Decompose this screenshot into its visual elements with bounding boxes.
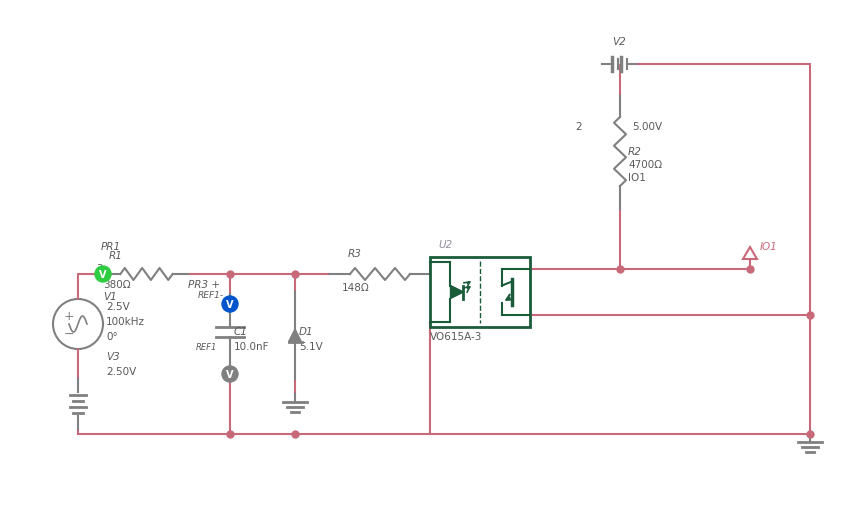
- Text: 5.1V: 5.1V: [299, 342, 323, 351]
- Text: IO1: IO1: [628, 173, 646, 183]
- Circle shape: [222, 296, 238, 313]
- Text: REF1: REF1: [196, 343, 218, 351]
- Text: R1: R1: [109, 250, 123, 261]
- Text: V: V: [226, 299, 234, 309]
- Text: R2: R2: [628, 147, 642, 157]
- Text: V1: V1: [103, 292, 117, 301]
- Text: V: V: [226, 369, 234, 379]
- Text: VO615A-3: VO615A-3: [430, 331, 482, 342]
- Text: 2: 2: [575, 122, 582, 132]
- Text: R3: R3: [348, 248, 362, 259]
- Text: 148Ω: 148Ω: [342, 282, 369, 293]
- Text: 100kHz: 100kHz: [106, 317, 145, 326]
- Text: D1: D1: [299, 326, 314, 336]
- Text: 2.5V: 2.5V: [106, 301, 129, 312]
- Text: 4700Ω: 4700Ω: [628, 160, 662, 169]
- Text: V: V: [99, 269, 107, 279]
- Text: REF1-: REF1-: [198, 291, 225, 299]
- Text: 380Ω: 380Ω: [103, 279, 130, 290]
- Text: V3: V3: [106, 351, 120, 361]
- Polygon shape: [451, 286, 464, 299]
- FancyBboxPatch shape: [430, 258, 530, 327]
- Text: V2: V2: [612, 37, 626, 47]
- Text: −: −: [63, 327, 75, 340]
- Text: U2: U2: [438, 240, 452, 249]
- Text: PR3 +: PR3 +: [188, 279, 220, 290]
- Text: +: +: [63, 309, 75, 322]
- Text: PR1: PR1: [101, 242, 121, 251]
- Circle shape: [222, 366, 238, 382]
- Polygon shape: [289, 329, 302, 343]
- Text: 0°: 0°: [106, 331, 117, 342]
- Text: C1: C1: [234, 326, 248, 336]
- Text: 3: 3: [96, 264, 103, 273]
- Text: 2.50V: 2.50V: [106, 366, 136, 376]
- Text: IO1: IO1: [760, 242, 778, 251]
- Text: 10.0nF: 10.0nF: [234, 342, 269, 351]
- Text: 5.00V: 5.00V: [632, 122, 662, 132]
- Circle shape: [95, 267, 111, 282]
